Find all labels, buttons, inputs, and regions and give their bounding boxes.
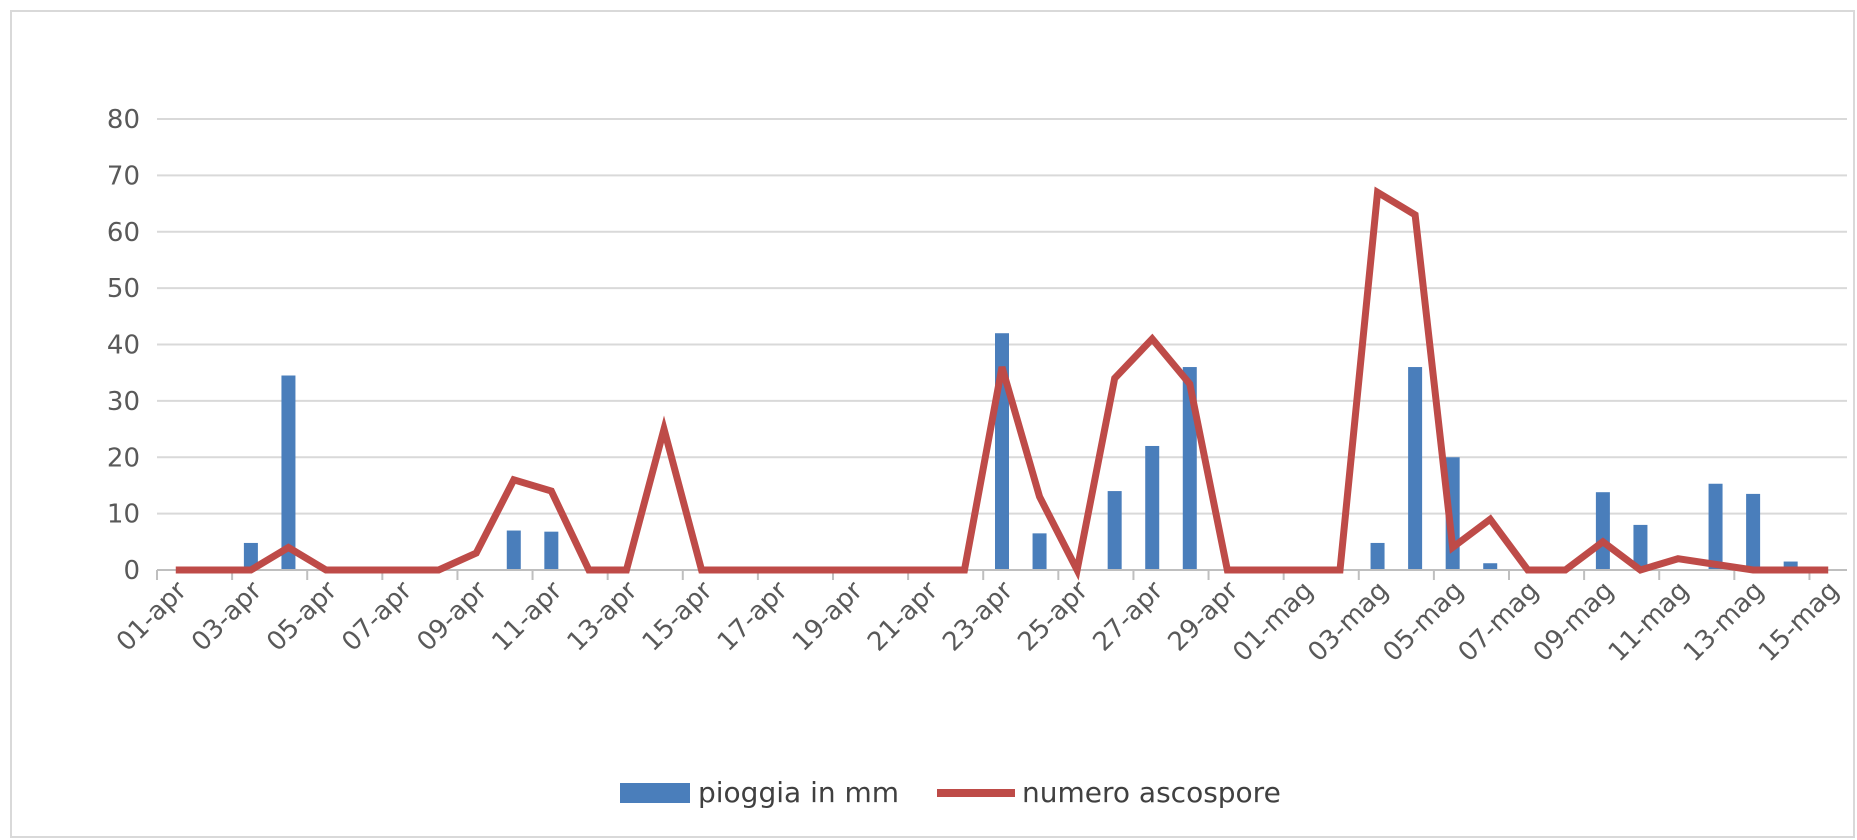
- x-tick-label: 21-apr: [862, 576, 944, 658]
- x-tick-label: 05-apr: [261, 576, 343, 658]
- legend-label-spores: numero ascospore: [1022, 776, 1281, 809]
- x-tick-label: 09-mag: [1528, 576, 1620, 668]
- rain-bar: [281, 375, 296, 570]
- rain-bar: [506, 530, 521, 570]
- x-tick-label: 03-apr: [186, 576, 268, 658]
- y-tick-label: 30: [107, 387, 140, 417]
- rain-bar: [544, 531, 559, 570]
- rain-bar: [1633, 524, 1648, 570]
- y-tick-label: 0: [123, 556, 140, 586]
- rain-bar: [1708, 483, 1723, 570]
- y-tick-label: 40: [107, 331, 140, 361]
- legend-swatch-rain: [620, 783, 690, 803]
- spore-line: [175, 186, 1829, 581]
- rain-bar: [243, 542, 258, 570]
- rain-bar: [1483, 563, 1498, 570]
- spore-series-line: [175, 186, 1829, 581]
- x-tick-label: 25-apr: [1012, 576, 1094, 658]
- y-tick-label: 60: [107, 218, 140, 248]
- rain-bar: [1408, 367, 1423, 570]
- x-tick-label: 23-apr: [937, 576, 1019, 658]
- x-tick-label: 13-apr: [562, 576, 644, 658]
- x-tick-label: 01-mag: [1227, 576, 1319, 668]
- x-tick-label: 13-mag: [1678, 576, 1770, 668]
- rain-bar: [1145, 445, 1160, 570]
- rain-bars: [243, 333, 1798, 570]
- y-tick-label: 50: [107, 274, 140, 304]
- x-axis-ticks: 01-apr03-apr05-apr07-apr09-apr11-apr13-a…: [111, 576, 1845, 668]
- x-tick-label: 05-mag: [1378, 576, 1470, 668]
- y-tick-label: 80: [107, 105, 140, 135]
- y-axis-ticks: 0 10 20 30 40 50 60 70 80: [107, 105, 140, 586]
- rain-bar: [1032, 533, 1047, 570]
- rain-bar: [1783, 561, 1798, 570]
- rain-bar: [1746, 493, 1761, 570]
- x-tick-label: 07-apr: [336, 576, 418, 658]
- y-tick-label: 70: [107, 161, 140, 191]
- chart-frame: 0 10 20 30 40 50 60 70 80 01-apr 03-apr 05-apr 07-a…: [10, 10, 1855, 838]
- y-tick-label: 20: [107, 443, 140, 473]
- x-tick-label: 11-mag: [1603, 576, 1695, 668]
- x-tick-label: 03-mag: [1302, 576, 1394, 668]
- x-tick-label: 15-apr: [637, 576, 719, 658]
- y-tick-label: 10: [107, 500, 140, 530]
- x-tick-label: 19-apr: [787, 576, 869, 658]
- legend-label-rain: pioggia in mm: [698, 776, 899, 809]
- x-tick-label: 09-apr: [411, 576, 493, 658]
- x-tick-label: 07-mag: [1453, 576, 1545, 668]
- rain-bar: [1595, 492, 1610, 570]
- x-tick-label: 17-apr: [712, 576, 794, 658]
- x-tick-label: 11-apr: [487, 576, 569, 658]
- rain-bar: [1370, 542, 1385, 570]
- x-tick-label: 01-apr: [111, 576, 193, 658]
- legend: pioggia in mm numero ascospore: [620, 776, 1281, 809]
- combo-chart: 0 10 20 30 40 50 60 70 80 01-apr03-apr05-apr07-a…: [107, 105, 1847, 809]
- rain-bar: [1107, 491, 1122, 570]
- x-tick-label: 27-apr: [1087, 576, 1169, 658]
- x-tick-label: 15-mag: [1753, 576, 1845, 668]
